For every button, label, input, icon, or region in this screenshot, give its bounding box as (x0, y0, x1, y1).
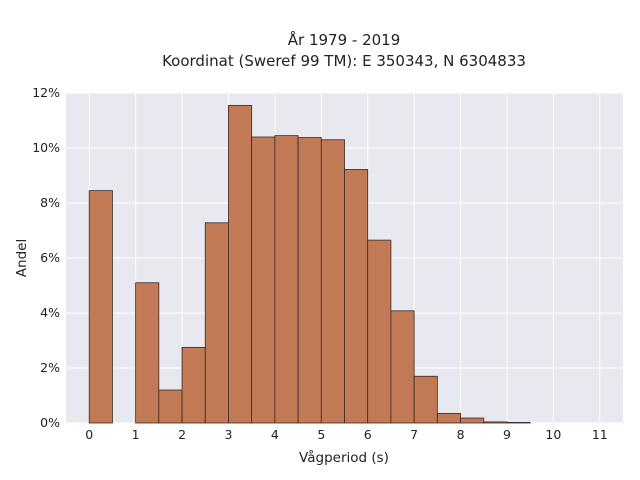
histogram-bar (251, 136, 276, 424)
y-tick-label: 8% (40, 195, 60, 210)
y-tick-label: 6% (40, 250, 60, 265)
x-tick-label: 0 (85, 427, 93, 442)
histogram-bar (436, 412, 461, 424)
histogram-bar (320, 139, 345, 424)
histogram-bar (135, 282, 160, 424)
x-tick-label: 4 (271, 427, 279, 442)
x-tick-label: 10 (545, 427, 561, 442)
histogram-bar (274, 135, 299, 424)
histogram-bar (204, 222, 229, 424)
histogram-bar (228, 104, 253, 424)
x-axis-label: Vågperiod (s) (299, 449, 389, 466)
y-tick-label: 12% (32, 85, 60, 100)
x-tick-label: 1 (132, 427, 140, 442)
chart-title-line1: År 1979 - 2019 (288, 30, 401, 49)
x-tick-label: 9 (503, 427, 511, 442)
histogram-bar (460, 417, 485, 424)
histogram-bar (158, 389, 183, 424)
x-tick-label: 3 (224, 427, 232, 442)
x-tick-label: 5 (317, 427, 325, 442)
histogram-bar (297, 137, 322, 424)
x-tick-label: 11 (592, 427, 608, 442)
y-tick-label: 4% (40, 305, 60, 320)
x-tick-label: 7 (410, 427, 418, 442)
histogram-bar (344, 169, 369, 424)
histogram-bar (181, 346, 206, 424)
histogram-bar (367, 239, 392, 424)
histogram-bar (483, 421, 508, 424)
bars (88, 104, 531, 424)
y-tick-label: 10% (32, 140, 60, 155)
histogram-bar (506, 422, 531, 424)
y-tick-label: 2% (40, 360, 60, 375)
x-tick-label: 8 (457, 427, 465, 442)
y-tick-labels: 0% 2% 4% 6% 8% 10% 12% (32, 85, 60, 430)
x-tick-labels: 0 1 2 3 4 5 6 7 8 9 10 11 (85, 427, 608, 442)
histogram-bar (88, 190, 113, 424)
x-tick-label: 2 (178, 427, 186, 442)
y-axis-label: Andel (14, 239, 30, 277)
histogram-bar (390, 310, 415, 424)
y-tick-label: 0% (40, 415, 60, 430)
x-tick-label: 6 (364, 427, 372, 442)
chart-title-line2: Koordinat (Sweref 99 TM): E 350343, N 63… (162, 52, 526, 70)
histogram-bar (413, 375, 438, 424)
